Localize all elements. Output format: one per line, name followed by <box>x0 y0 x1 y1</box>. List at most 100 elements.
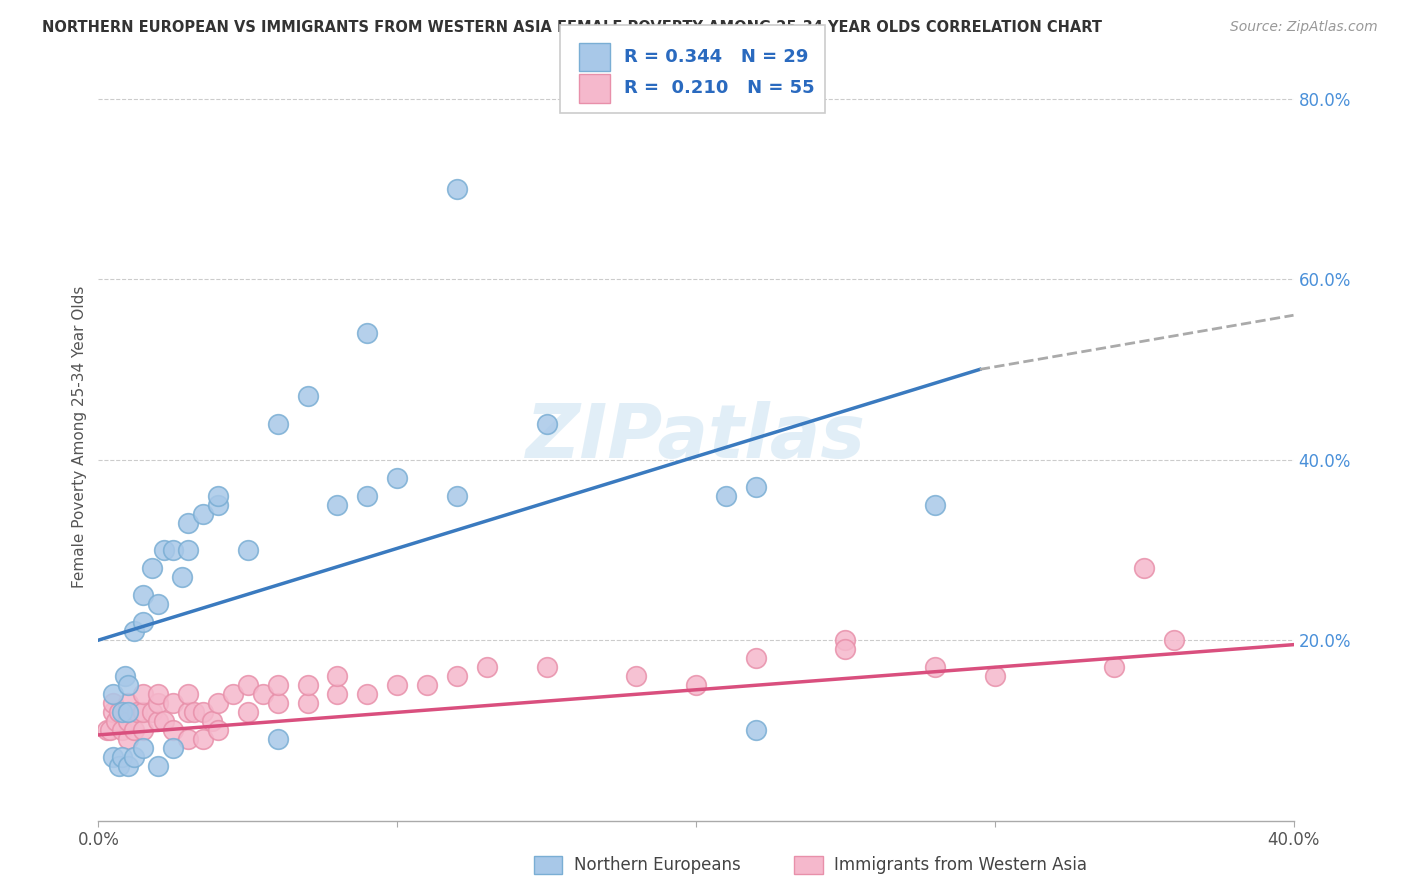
Point <box>201 714 224 729</box>
Point <box>132 615 155 629</box>
Point <box>984 669 1007 683</box>
Point <box>153 542 176 557</box>
Point <box>1104 660 1126 674</box>
Point <box>177 732 200 747</box>
Point <box>111 750 134 764</box>
Point <box>385 678 409 692</box>
Point <box>236 678 259 692</box>
Point <box>132 741 155 756</box>
Point <box>207 723 229 738</box>
Point <box>267 678 290 692</box>
Point <box>207 498 229 512</box>
Point <box>1163 633 1185 648</box>
Point <box>124 624 146 639</box>
Point <box>96 723 118 738</box>
Y-axis label: Female Poverty Among 25-34 Year Olds: Female Poverty Among 25-34 Year Olds <box>72 286 87 588</box>
Point <box>191 507 214 521</box>
Point <box>162 723 184 738</box>
Point <box>924 498 946 512</box>
Point <box>267 732 290 747</box>
Point <box>714 489 737 503</box>
Point <box>117 706 139 720</box>
Point <box>745 651 768 665</box>
Point <box>103 706 125 720</box>
Point <box>148 759 170 773</box>
Point <box>183 706 205 720</box>
Point <box>108 706 131 720</box>
Point <box>172 570 194 584</box>
Point <box>356 489 378 503</box>
Point <box>141 561 163 575</box>
Point <box>132 706 155 720</box>
Point <box>267 417 290 431</box>
Point <box>132 723 155 738</box>
Point <box>108 759 131 773</box>
Point <box>536 417 558 431</box>
Point <box>114 669 136 683</box>
Point <box>1133 561 1156 575</box>
Point <box>385 471 409 485</box>
Point <box>446 182 468 196</box>
Point <box>416 678 439 692</box>
Point <box>924 660 946 674</box>
Point <box>236 706 259 720</box>
Point <box>236 542 259 557</box>
Point <box>117 696 139 710</box>
Point <box>162 741 184 756</box>
Point <box>297 696 319 710</box>
Point <box>105 714 128 729</box>
Point <box>207 489 229 503</box>
Point <box>191 706 214 720</box>
Point <box>111 723 134 738</box>
Point <box>745 723 768 738</box>
Point <box>124 750 146 764</box>
Point <box>103 687 125 701</box>
Point <box>177 706 200 720</box>
Point <box>222 687 245 701</box>
Point <box>326 669 349 683</box>
Point <box>252 687 274 701</box>
Point <box>124 723 146 738</box>
Point <box>475 660 498 674</box>
Point <box>207 696 229 710</box>
Text: ZIPatlas: ZIPatlas <box>526 401 866 474</box>
Point <box>177 516 200 530</box>
Point <box>141 706 163 720</box>
Point <box>98 723 122 738</box>
Point <box>745 480 768 494</box>
Point <box>834 642 856 657</box>
Point <box>177 687 200 701</box>
Point <box>132 687 155 701</box>
Text: NORTHERN EUROPEAN VS IMMIGRANTS FROM WESTERN ASIA FEMALE POVERTY AMONG 25-34 YEA: NORTHERN EUROPEAN VS IMMIGRANTS FROM WES… <box>42 20 1102 35</box>
Point <box>162 696 184 710</box>
Text: Source: ZipAtlas.com: Source: ZipAtlas.com <box>1230 20 1378 34</box>
Point <box>127 706 149 720</box>
Point <box>536 660 558 674</box>
Point <box>117 732 139 747</box>
Point <box>356 687 378 701</box>
Point <box>446 669 468 683</box>
Point <box>132 588 155 602</box>
Point <box>148 597 170 611</box>
Text: R = 0.344   N = 29: R = 0.344 N = 29 <box>624 48 808 66</box>
Point <box>117 759 139 773</box>
Point <box>177 542 200 557</box>
Point <box>191 732 214 747</box>
Point <box>297 678 319 692</box>
Point <box>685 678 707 692</box>
Point <box>117 714 139 729</box>
Point <box>153 714 176 729</box>
Text: Immigrants from Western Asia: Immigrants from Western Asia <box>834 856 1087 874</box>
Point <box>117 678 139 692</box>
Point <box>834 633 856 648</box>
Point <box>162 542 184 557</box>
Point <box>267 696 290 710</box>
Point <box>148 714 170 729</box>
Text: Northern Europeans: Northern Europeans <box>574 856 741 874</box>
Text: R =  0.210   N = 55: R = 0.210 N = 55 <box>624 79 815 97</box>
Point <box>446 489 468 503</box>
Point <box>103 750 125 764</box>
Point <box>356 326 378 341</box>
Point <box>297 389 319 403</box>
Point <box>148 696 170 710</box>
